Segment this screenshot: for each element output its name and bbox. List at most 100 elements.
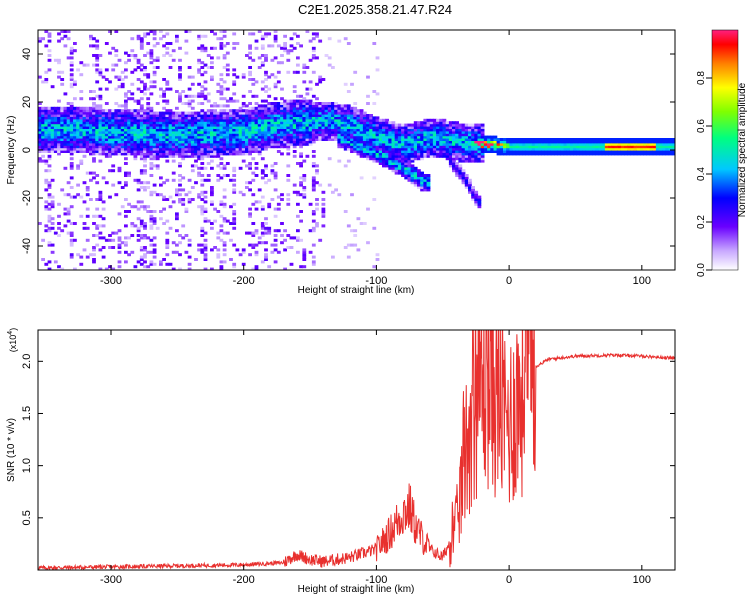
spectrogram-cell — [165, 145, 170, 149]
spectrogram-cell — [181, 121, 186, 125]
spectrogram-cell — [448, 145, 453, 149]
spectrogram-cell — [391, 164, 396, 168]
spectrogram-cell — [576, 142, 581, 146]
spectrogram-cell — [159, 87, 163, 91]
spectrogram-cell — [162, 130, 166, 134]
spectrogram-cell — [152, 142, 157, 146]
spectrogram-cell — [133, 142, 138, 146]
spectrogram-cell — [210, 121, 214, 125]
spectrogram-cell — [190, 186, 195, 189]
spectrogram-cell — [235, 147, 240, 151]
spectrogram-cells — [38, 30, 679, 270]
spectrogram-cell — [264, 248, 268, 252]
spectrogram-cell — [493, 140, 498, 144]
spectrogram-cell — [206, 128, 211, 132]
spectrogram-cell — [130, 54, 135, 57]
spectrogram-cell — [127, 171, 131, 175]
spectrogram-cell — [598, 147, 603, 151]
spectrogram-cell — [133, 118, 138, 122]
spectrogram-cell — [165, 99, 170, 103]
spectrogram-cell — [315, 222, 319, 225]
spectrogram-cell — [82, 147, 87, 151]
spectrogram-cell — [260, 37, 265, 41]
spectrogram-cell — [66, 106, 71, 110]
spectrogram-cell — [63, 147, 68, 151]
spectrogram-cell — [346, 109, 351, 113]
spectrogram-cell — [108, 111, 112, 115]
spectrogram-cell — [152, 248, 157, 252]
spectrogram-cell — [190, 82, 195, 86]
spectrogram-cell — [130, 150, 135, 153]
spectrogram-cell — [464, 178, 469, 182]
spectrogram-cell — [276, 195, 281, 199]
spectrogram-cell — [248, 166, 252, 170]
spectrogram-cell — [531, 140, 536, 144]
spectrogram-cell — [139, 63, 144, 67]
spectrogram-cell — [136, 226, 141, 230]
spectrogram-cell — [260, 169, 265, 173]
spectrogram-cell — [439, 140, 444, 144]
spectrogram-cell — [468, 123, 472, 127]
spectrogram-cell — [184, 152, 189, 156]
spectrogram-cell — [432, 121, 437, 125]
spectrogram-cell — [73, 116, 77, 120]
spectrogram-cell — [311, 56, 316, 60]
spectrogram-cell — [280, 133, 284, 137]
spectrogram-cell — [321, 133, 326, 137]
spectrogram-cell — [407, 142, 412, 146]
spectrogram-cell — [620, 138, 625, 141]
spectrogram-cell — [159, 140, 163, 144]
spectrogram-cell — [225, 130, 230, 134]
spectrogram-cell — [197, 128, 201, 132]
spectrogram-cell — [474, 140, 479, 144]
spectrogram-cell — [397, 123, 402, 127]
spectrogram-cell — [499, 152, 504, 156]
spectrogram-cell — [528, 140, 533, 144]
spectrogram-cell — [155, 114, 160, 117]
spectrogram-cell — [286, 58, 291, 62]
spectrogram-cell — [589, 140, 593, 144]
spectrogram-cell — [617, 138, 622, 141]
spectrogram-cell — [203, 231, 208, 235]
spectrogram-cell — [245, 123, 249, 127]
spectrogram-cell — [152, 80, 157, 84]
spectrogram-cell — [337, 109, 342, 113]
spectrogram-cell — [327, 116, 332, 120]
spectrogram-cell — [92, 135, 96, 139]
spectrogram-cell — [69, 75, 74, 79]
spectrogram-cell — [175, 190, 179, 194]
spectrogram-cell — [257, 111, 262, 115]
spectrogram-cell — [194, 142, 198, 146]
spectrogram-cell — [270, 164, 275, 168]
spectrogram-cell — [130, 118, 135, 122]
spectrogram-cell — [187, 111, 192, 115]
spectrogram-cell — [139, 135, 144, 139]
spectrogram-cell — [241, 102, 246, 105]
spectrogram-cell — [69, 46, 74, 50]
spectrogram-cell — [305, 128, 310, 132]
spectrogram-cell — [286, 123, 291, 127]
spectrogram-cell — [280, 222, 284, 225]
spectrogram-cell — [120, 152, 125, 156]
spectrogram-cell — [417, 150, 421, 153]
spectrogram-cell — [512, 150, 517, 153]
spectrogram-cell — [187, 116, 192, 120]
spectrogram-cell — [222, 188, 227, 192]
spectrogram-cell — [57, 142, 61, 146]
spectrogram-cell — [362, 111, 367, 115]
spectrogram-cell — [146, 73, 151, 77]
spectrogram-cell — [111, 123, 116, 127]
spectrogram-cell — [69, 164, 74, 168]
spectrogram-cell — [155, 123, 160, 127]
spectrogram-cell — [299, 126, 303, 129]
spectrogram-cell — [216, 255, 221, 259]
spectrogram-cell — [57, 109, 61, 113]
spectrogram-cell — [222, 97, 227, 101]
spectrogram-cell — [194, 118, 198, 122]
spectrogram-cell — [47, 217, 52, 221]
spectrogram-cell — [417, 176, 421, 180]
spectrogram-cell — [675, 140, 679, 143]
spectrogram-cell — [146, 116, 151, 120]
spectrogram-cell — [299, 116, 303, 120]
spectrogram-cell — [461, 157, 466, 161]
